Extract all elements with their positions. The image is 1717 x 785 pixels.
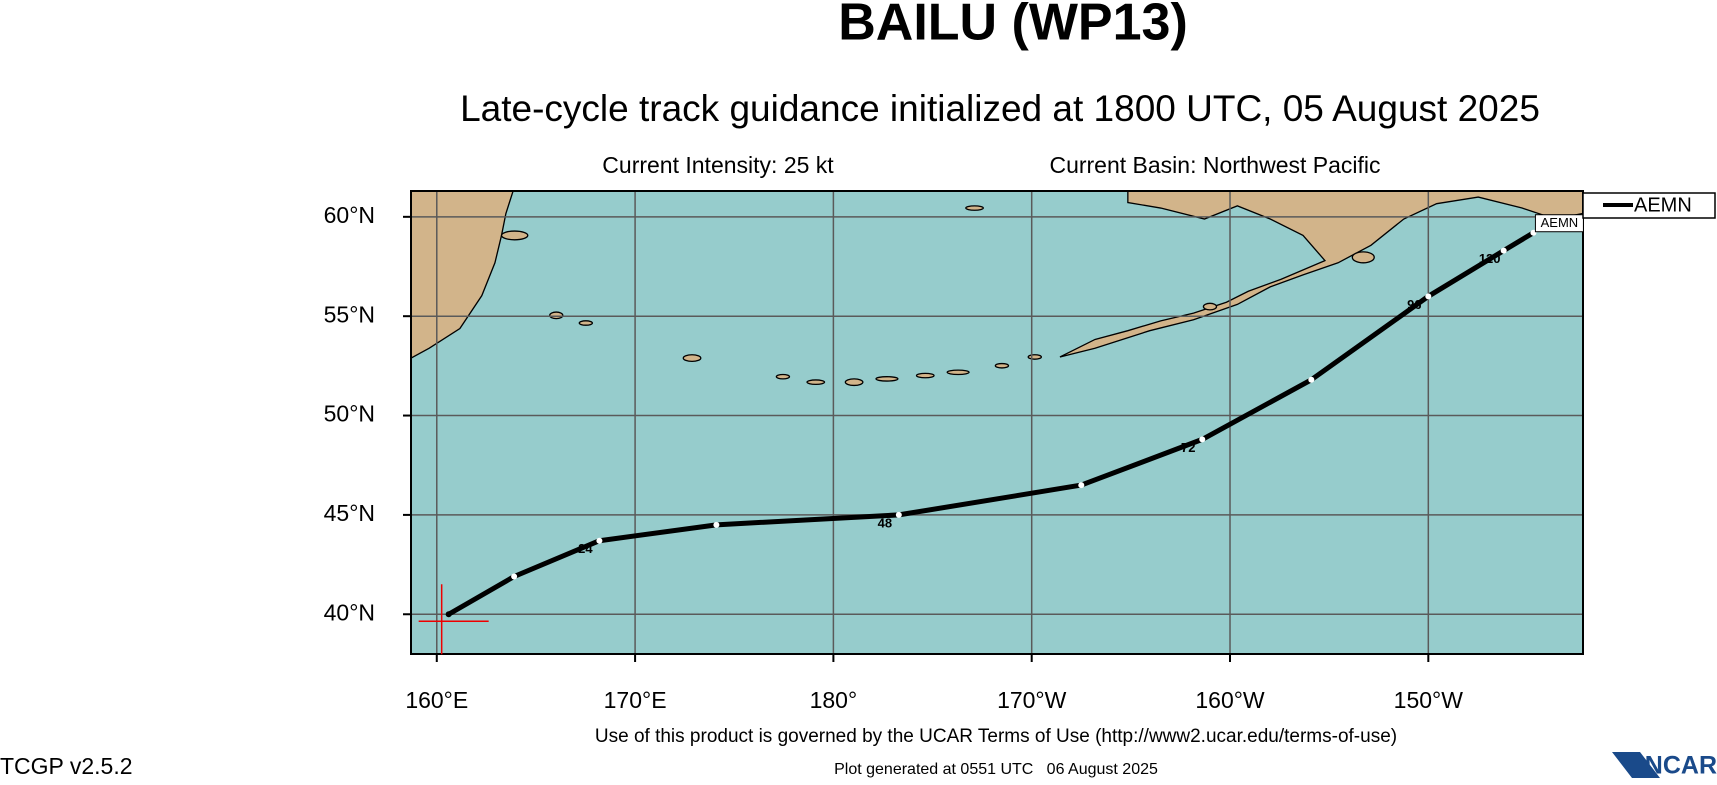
island — [500, 230, 529, 241]
track-point — [1308, 376, 1315, 383]
grid — [411, 191, 1583, 654]
island — [806, 379, 826, 386]
track-point — [895, 511, 902, 518]
track-point — [1500, 247, 1507, 254]
island — [1351, 251, 1375, 264]
x-tick-label: 180° — [810, 687, 858, 713]
island — [965, 205, 984, 211]
x-tick-label: 160°W — [1195, 687, 1265, 713]
x-tick-label: 170°E — [604, 687, 667, 713]
title: BAILU (WP13) — [838, 0, 1188, 52]
track-point — [511, 573, 518, 580]
island — [844, 378, 864, 387]
y-tick-label: 45°N — [324, 500, 375, 526]
track-point — [1425, 293, 1432, 300]
track: 24 48 72 96 120 AEMN — [418, 214, 1584, 655]
track-tag-box — [1534, 214, 1584, 233]
forecast-hour: 24 — [578, 541, 593, 556]
x-tick-label: 150°W — [1394, 687, 1464, 713]
y-tick-label: 40°N — [324, 599, 375, 625]
ocean — [411, 191, 1583, 654]
logo-text: NCAR — [1645, 752, 1717, 780]
island — [994, 362, 1010, 369]
logo: NCAR — [1612, 752, 1717, 780]
track-point — [713, 521, 720, 528]
island — [775, 373, 791, 380]
forecast-hour: 48 — [878, 515, 892, 530]
forecast-hour: 96 — [1407, 297, 1421, 312]
island — [682, 354, 702, 363]
y-tick-label: 55°N — [324, 301, 375, 327]
track-start — [445, 611, 452, 618]
island — [1202, 302, 1218, 311]
track-tag: AEMN — [1541, 215, 1579, 230]
generated: Plot generated at 0551 UTC 06 August 202… — [834, 761, 1158, 778]
island — [875, 376, 899, 382]
forecast-hour: 72 — [1181, 440, 1195, 455]
track-point — [1078, 482, 1085, 489]
logo-mark — [1612, 752, 1660, 778]
island — [1027, 354, 1043, 360]
track-point — [596, 537, 603, 544]
footer: Use of this product is governed by the U… — [595, 726, 1397, 747]
island — [915, 372, 935, 379]
track-point — [1199, 436, 1206, 443]
intensity: Current Intensity: 25 kt — [602, 152, 834, 178]
subtitle: Late-cycle track guidance initialized at… — [460, 88, 1540, 129]
map-frame — [410, 190, 1584, 655]
version: TCGP v2.5.2 — [0, 753, 133, 779]
legend-label: AEMN — [1634, 194, 1692, 216]
island — [946, 369, 970, 376]
x-tick-label: 170°W — [997, 687, 1067, 713]
basin: Current Basin: Northwest Pacific — [1049, 152, 1380, 178]
forecast-hour: 120 — [1479, 251, 1501, 266]
x-tick-label: 160°E — [405, 687, 468, 713]
island — [549, 311, 564, 320]
island — [578, 320, 594, 326]
y-tick-label: 60°N — [324, 202, 375, 228]
y-tick-label: 50°N — [324, 401, 375, 427]
